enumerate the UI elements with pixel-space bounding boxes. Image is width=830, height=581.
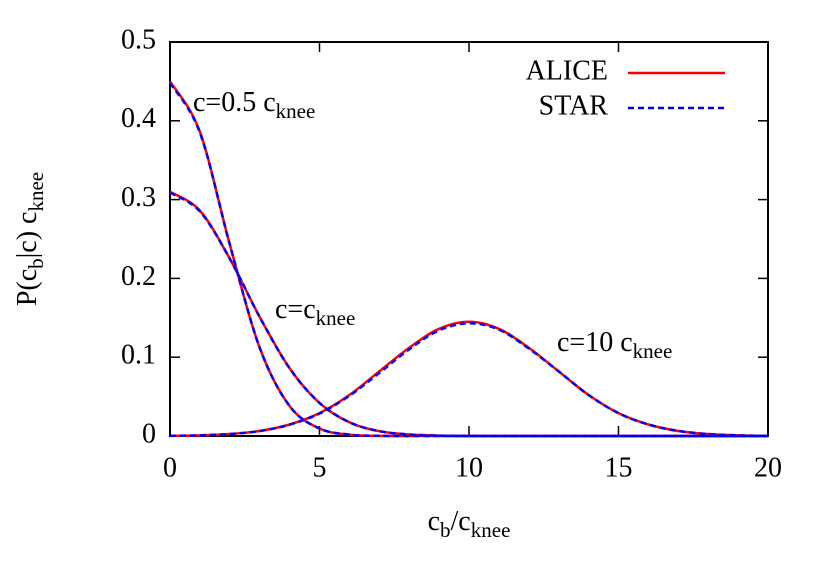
legend-label: ALICE: [526, 55, 608, 86]
text-part: /c: [451, 506, 471, 537]
y-tick-label: 0.5: [121, 24, 156, 55]
text-part: c=c: [275, 294, 316, 325]
series-line: [168, 82, 768, 438]
y-tick-label: 0.4: [121, 103, 156, 134]
x-tick-label: 0: [163, 452, 177, 483]
x-tick-label: 20: [754, 452, 782, 483]
annotation: c=cknee: [275, 294, 355, 329]
text-part: c=10 c: [557, 327, 633, 358]
x-tick-label: 10: [455, 452, 483, 483]
subscript: knee: [24, 172, 48, 212]
subscript: knee: [316, 306, 356, 330]
subscript: b: [440, 518, 451, 542]
legend-label: STAR: [539, 90, 609, 121]
y-tick-label: 0.3: [121, 182, 156, 213]
x-tick-label: 5: [313, 452, 327, 483]
subscript: knee: [471, 518, 511, 542]
annotation: c=10 cknee: [557, 327, 672, 362]
y-tick-label: 0.2: [121, 261, 156, 292]
text-part: P(c: [12, 269, 43, 306]
series-line: [169, 191, 768, 438]
series-line: [169, 322, 769, 438]
subscript: b: [24, 258, 48, 269]
text-part: c=0.5 c: [193, 87, 276, 118]
y-tick-label: 0.1: [121, 340, 156, 371]
series-line: [169, 320, 769, 438]
series-line: [168, 80, 768, 438]
subscript: knee: [633, 339, 673, 363]
annotation: c=0.5 cknee: [193, 87, 315, 122]
text-part: c: [428, 506, 440, 537]
subscript: knee: [276, 99, 316, 123]
x-axis-label: cb/cknee: [428, 506, 511, 541]
x-tick-label: 15: [605, 452, 633, 483]
text-part: |c) c: [12, 212, 43, 259]
y-axis-label: P(cb|c) cknee: [12, 172, 47, 306]
y-tick-label: 0: [142, 418, 156, 449]
series-line: [169, 190, 768, 438]
